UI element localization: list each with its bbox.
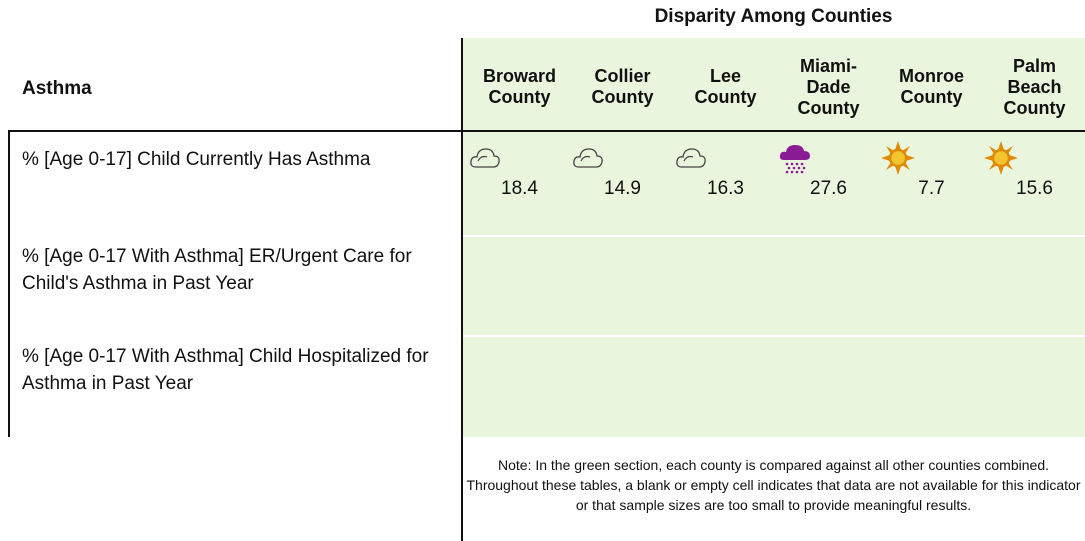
divider-rule xyxy=(461,38,463,541)
row-label: % [Age 0-17 With Asthma] Child Hospitali… xyxy=(22,346,429,394)
row-gap xyxy=(462,235,1085,237)
row-label: % [Age 0-17] Child Currently Has Asthma xyxy=(22,149,371,170)
cloud-icon xyxy=(573,148,603,168)
cell-value: 15.6 xyxy=(1016,178,1053,199)
county-header: Collier County xyxy=(591,66,654,107)
cell-value: 27.6 xyxy=(810,178,847,199)
cloud-icon xyxy=(470,148,500,168)
row-label: % [Age 0-17 With Asthma] ER/Urgent Care … xyxy=(22,246,412,294)
county-header: Palm Beach County xyxy=(1003,55,1066,118)
county-header: Broward County xyxy=(482,66,556,107)
county-header: Miami-Dade County xyxy=(797,55,860,118)
left-rule xyxy=(8,130,10,437)
section-title: Disparity Among Counties xyxy=(654,6,893,27)
sun-icon xyxy=(881,141,915,175)
cell-value: 16.3 xyxy=(707,178,744,199)
topic: Asthma xyxy=(22,78,92,99)
county-header: Lee County xyxy=(694,66,757,107)
row-gap xyxy=(462,335,1085,337)
note: Note: In the green section, each county … xyxy=(466,457,1081,513)
rain-icon xyxy=(779,145,810,174)
header-rule xyxy=(8,130,1085,132)
sun-icon xyxy=(984,141,1018,175)
cloud-icon xyxy=(676,148,706,168)
cell-value: 18.4 xyxy=(501,178,538,199)
county-header: Monroe County xyxy=(899,66,964,107)
green-section xyxy=(462,38,1085,437)
cell-value: 14.9 xyxy=(604,178,641,199)
cell-value: 7.7 xyxy=(918,178,945,199)
